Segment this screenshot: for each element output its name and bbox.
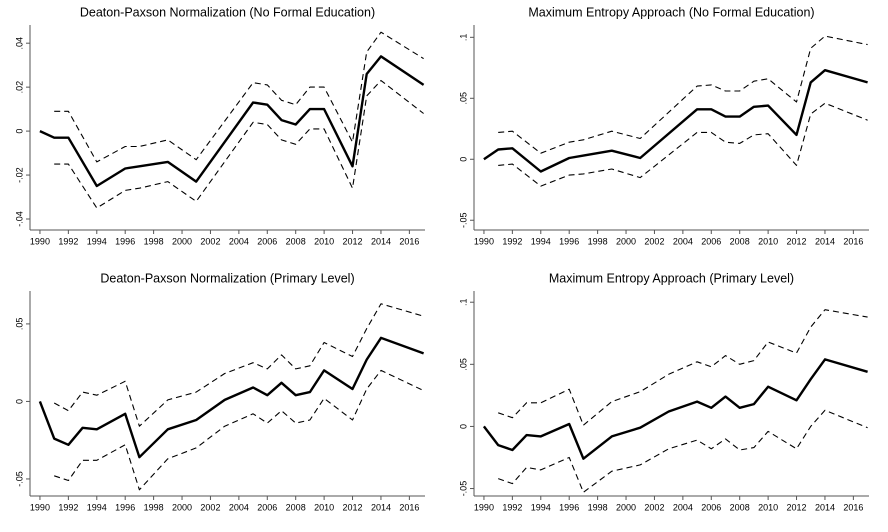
y-tick-label: .02 (14, 81, 24, 94)
y-tick-label: .05 (458, 358, 468, 371)
x-tick-label: 2010 (314, 502, 334, 512)
estimate-line (38, 336, 425, 459)
x-tick-label: 2016 (399, 502, 419, 512)
x-tick-label: 2004 (673, 502, 693, 512)
estimate-line (483, 69, 868, 173)
y-tick-label: .1 (458, 298, 468, 306)
x-tick-label: 1994 (87, 236, 107, 246)
x-tick-label: 2010 (314, 236, 334, 246)
y-tick-label: .05 (14, 318, 24, 331)
x-tick-label: 1992 (58, 502, 78, 512)
confidence-line (54, 369, 424, 491)
x-tick-label: 1990 (30, 502, 50, 512)
y-tick-label: -.05 (14, 471, 24, 487)
x-tick-label: 2008 (286, 502, 306, 512)
confidence-line (498, 409, 868, 493)
x-tick-label: 2002 (200, 236, 220, 246)
x-tick-label: 1998 (588, 502, 608, 512)
x-tick-label: 2014 (371, 502, 391, 512)
x-tick-label: 2010 (758, 236, 778, 246)
x-tick-label: 2016 (399, 236, 419, 246)
x-tick-label: 2002 (200, 502, 220, 512)
x-tick-label: 2000 (172, 502, 192, 512)
panel: Deaton-Paxson Normalization (No Formal E… (14, 5, 425, 246)
x-tick-label: 1990 (30, 236, 50, 246)
x-tick-label: 2000 (616, 502, 636, 512)
x-tick-label: 2016 (843, 236, 863, 246)
x-tick-label: 2002 (644, 236, 664, 246)
confidence-line (498, 35, 868, 154)
x-tick-label: 1992 (58, 236, 78, 246)
x-tick-label: 1998 (588, 236, 608, 246)
estimate-line (482, 358, 868, 460)
x-tick-label: 2004 (229, 502, 249, 512)
panel-title: Deaton-Paxson Normalization (Primary Lev… (100, 271, 354, 285)
x-tick-label: 1996 (115, 502, 135, 512)
panel: Maximum Entropy Approach (Primary Level)… (458, 271, 869, 512)
x-tick-label: 1992 (502, 502, 522, 512)
confidence-line (54, 31, 424, 163)
x-tick-label: 2006 (257, 236, 277, 246)
confidence-line (498, 309, 868, 426)
x-tick-label: 2012 (343, 236, 363, 246)
x-tick-label: 2002 (644, 502, 664, 512)
x-tick-label: 2014 (815, 502, 835, 512)
x-tick-label: 2000 (172, 236, 192, 246)
x-tick-label: 1996 (559, 236, 579, 246)
x-tick-label: 2006 (257, 502, 277, 512)
x-tick-label: 2010 (758, 502, 778, 512)
x-tick-label: 2006 (701, 502, 721, 512)
x-tick-label: 1994 (531, 236, 551, 246)
y-tick-label: -.02 (14, 167, 24, 183)
x-tick-label: 2008 (730, 502, 750, 512)
x-tick-label: 1998 (144, 236, 164, 246)
x-tick-label: 2004 (229, 236, 249, 246)
x-tick-label: 1992 (502, 236, 522, 246)
y-tick-label: -.05 (458, 481, 468, 497)
y-tick-label: -.05 (458, 212, 468, 228)
y-tick-label: 0 (458, 157, 468, 162)
y-tick-label: .05 (458, 92, 468, 105)
x-tick-label: 1996 (115, 236, 135, 246)
y-tick-label: -.04 (14, 211, 24, 227)
x-tick-label: 1996 (559, 502, 579, 512)
panel-title: Maximum Entropy Approach (Primary Level) (549, 271, 794, 285)
x-tick-label: 2014 (371, 236, 391, 246)
y-tick-label: .1 (458, 34, 468, 42)
panel-title: Deaton-Paxson Normalization (No Formal E… (80, 5, 375, 19)
x-tick-label: 2012 (787, 236, 807, 246)
x-tick-label: 1994 (531, 502, 551, 512)
x-tick-label: 1994 (87, 502, 107, 512)
x-tick-label: 2008 (286, 236, 306, 246)
x-tick-label: 1990 (474, 502, 494, 512)
x-tick-label: 2006 (701, 236, 721, 246)
x-tick-label: 2004 (673, 236, 693, 246)
confidence-line (53, 303, 424, 427)
confidence-line (54, 79, 424, 209)
x-tick-label: 1998 (144, 502, 164, 512)
y-tick-label: 0 (14, 129, 24, 134)
x-tick-label: 1990 (474, 236, 494, 246)
y-tick-label: 0 (14, 399, 24, 404)
x-tick-label: 2000 (616, 236, 636, 246)
y-tick-label: .04 (14, 37, 24, 50)
estimate-line (39, 55, 425, 188)
x-tick-label: 2012 (787, 502, 807, 512)
x-tick-label: 2014 (815, 236, 835, 246)
x-tick-label: 2012 (343, 502, 363, 512)
panel-title: Maximum Entropy Approach (No Formal Educ… (528, 5, 814, 19)
x-tick-label: 2016 (843, 502, 863, 512)
panel: Maximum Entropy Approach (No Formal Educ… (458, 5, 869, 246)
y-tick-label: 0 (458, 424, 468, 429)
confidence-line (498, 102, 868, 187)
x-tick-label: 2008 (730, 236, 750, 246)
panel: Deaton-Paxson Normalization (Primary Lev… (14, 271, 425, 512)
